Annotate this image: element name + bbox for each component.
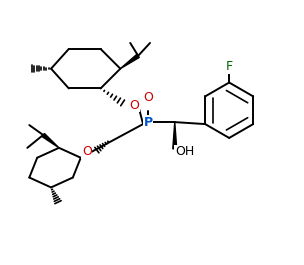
Polygon shape (120, 54, 139, 69)
Polygon shape (42, 134, 59, 148)
Text: O: O (143, 91, 153, 104)
Polygon shape (173, 122, 177, 149)
Text: P: P (143, 116, 153, 129)
Text: OH: OH (175, 145, 194, 158)
Text: O: O (129, 99, 139, 112)
Text: O: O (82, 145, 92, 158)
Text: F: F (226, 60, 233, 73)
